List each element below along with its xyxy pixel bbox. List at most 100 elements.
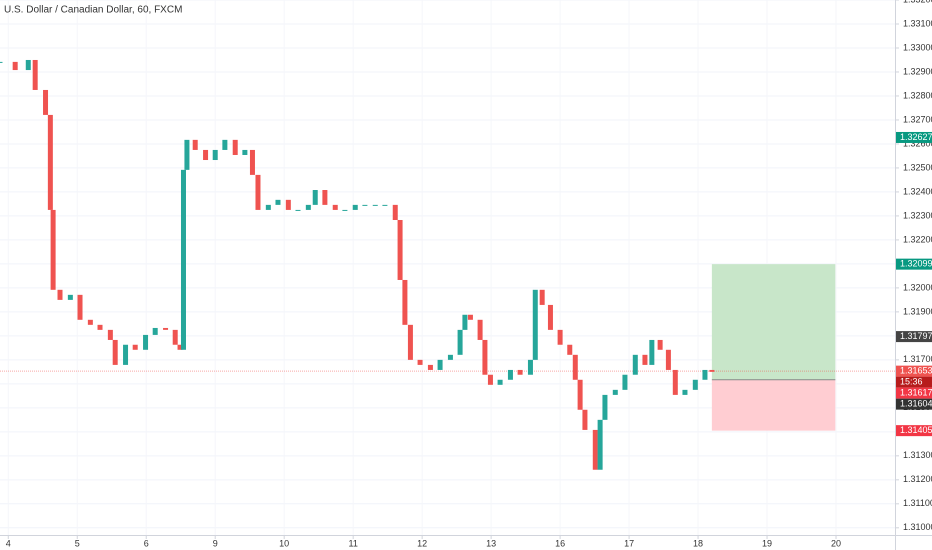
chart-title: U.S. Dollar / Canadian Dollar, 60, FXCM [4,5,182,16]
candle [709,369,715,372]
candle [77,294,83,320]
candle [507,369,513,380]
candle [163,327,169,330]
candle [255,174,261,210]
y-tick-label: 1.31700 [903,354,932,364]
x-tick-label: 19 [762,538,772,548]
candle [539,289,545,305]
candle [332,204,338,210]
candle [203,149,209,161]
candle [457,329,463,355]
candle [482,339,488,375]
candle [43,89,49,115]
candle [57,289,63,300]
candle [397,219,403,280]
candle [437,359,443,370]
candle [0,61,3,63]
loss-zone [711,379,836,431]
candle [177,344,183,350]
candle [342,209,348,211]
candle [532,289,538,360]
candle [649,339,655,365]
candle [107,329,113,340]
candle [352,204,358,210]
candle [305,204,311,210]
candle [597,419,603,470]
price-label: 1.32627 [900,132,932,142]
candle [265,204,271,210]
candle [582,409,588,430]
price-label: 1.31617 [900,388,932,398]
candle [665,349,671,370]
candle [672,369,678,395]
x-tick-label: 6 [144,538,149,548]
candle [232,139,238,155]
y-tick-label: 1.33200 [903,0,932,4]
price-label-bg [896,331,932,343]
candle [447,354,453,360]
candle [212,149,218,161]
candle [312,190,318,205]
candle [285,199,291,210]
candle [152,327,158,335]
candle [682,389,688,395]
y-tick-label: 1.33100 [903,18,932,28]
price-label-bg [896,398,932,410]
candle [487,374,493,385]
x-tick-label: 13 [486,538,496,548]
price-label: 1.32099 [900,259,932,269]
price-label-bg [896,387,932,399]
x-tick-label: 20 [831,538,841,548]
price-label-bg [896,425,932,437]
price-label-bg [896,131,932,143]
candle [192,139,198,150]
x-tick-label: 18 [693,538,703,548]
candle [123,344,129,365]
candle [32,59,38,90]
y-tick-label: 1.32200 [903,234,932,244]
y-tick-label: 1.31300 [903,450,932,460]
price-label: 15:36 [900,377,923,387]
profit-zone [711,264,836,380]
candle [692,379,698,390]
price-label: 1.31604 [900,399,932,409]
candle [467,314,473,320]
y-tick-label: 1.32800 [903,90,932,100]
candle [372,204,378,206]
y-tick-label: 1.32400 [903,186,932,196]
y-tick-label: 1.31000 [903,522,932,532]
candle [132,344,138,350]
candle [497,379,503,385]
candle [25,59,31,71]
candle [642,354,648,365]
y-tick-label: 1.32300 [903,210,932,220]
x-tick-label: 12 [417,538,427,548]
y-tick-label: 1.32500 [903,162,932,172]
candle [97,324,103,330]
x-tick-label: 17 [624,538,634,548]
x-tick-label: 4 [6,538,11,548]
candle [50,209,56,290]
candle [242,149,248,155]
candle [592,429,598,470]
candle [612,389,618,395]
candle [517,369,523,375]
candle [67,294,73,300]
price-label-bg [896,365,932,377]
candle [477,319,483,340]
candle [275,199,281,205]
candle [557,329,563,345]
candle [702,369,708,380]
candle [572,354,578,380]
x-tick-label: 16 [555,538,565,548]
candle [632,354,638,375]
candle [295,209,301,211]
candle [47,114,53,210]
candle [547,304,553,330]
y-tick-label: 1.31900 [903,306,932,316]
candle [362,204,368,206]
candle [12,61,18,71]
candle [112,339,118,365]
candle [657,339,663,350]
